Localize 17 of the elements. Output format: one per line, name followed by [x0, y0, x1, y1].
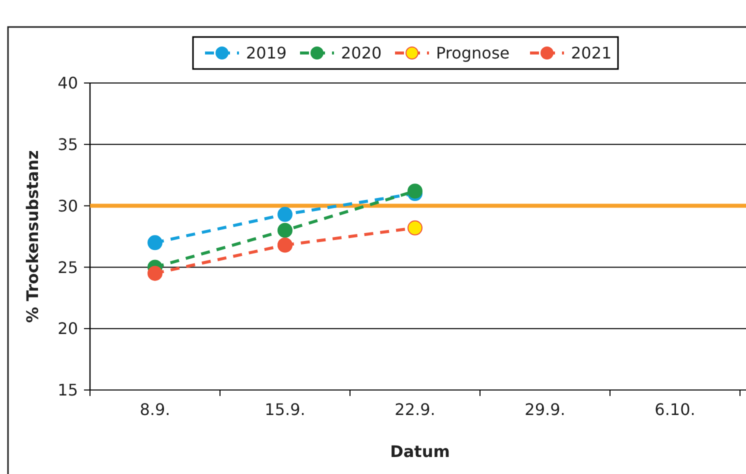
y-tick-label: 25: [58, 258, 78, 277]
y-tick-label: 20: [58, 319, 78, 338]
x-tick-label: 15.9.: [264, 400, 306, 419]
y-tick-label: 40: [58, 74, 78, 93]
legend-label: 2021: [571, 44, 612, 63]
y-axis-title: % Trockensubstanz: [23, 150, 42, 323]
x-tick-label: 6.10.: [654, 400, 696, 419]
y-tick-label: 15: [58, 380, 78, 400]
legend-label: Prognose: [436, 44, 510, 63]
x-tick-label: 22.9.: [394, 400, 436, 419]
x-tick-label: 29.9.: [524, 400, 566, 419]
x-tick-label: 8.9.: [140, 400, 170, 419]
y-tick-label: 30: [58, 196, 78, 216]
x-axis-title: Datum: [390, 442, 450, 461]
legend-label: 2020: [341, 44, 382, 63]
y-tick-label: 35: [58, 135, 78, 154]
legend-label: 2019: [246, 44, 287, 63]
